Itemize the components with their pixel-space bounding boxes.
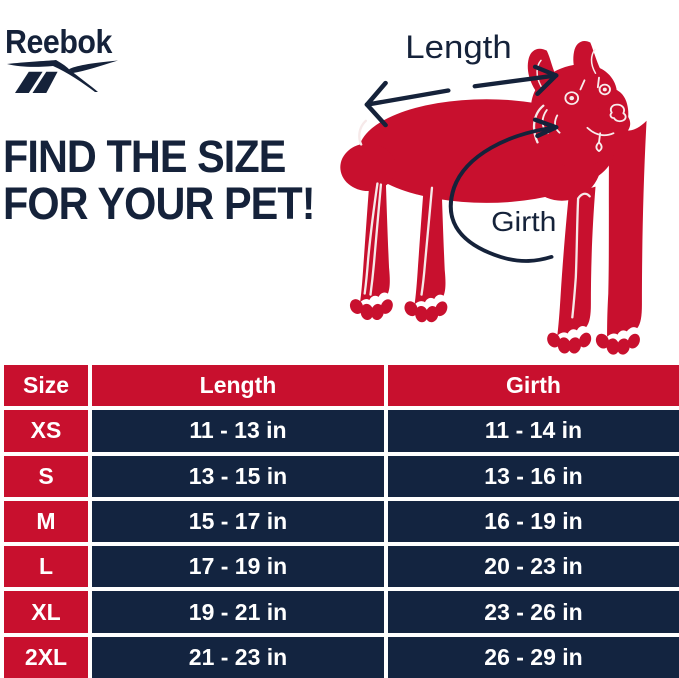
svg-text:Length: Length	[405, 30, 511, 66]
svg-text:Girth: Girth	[491, 207, 556, 238]
